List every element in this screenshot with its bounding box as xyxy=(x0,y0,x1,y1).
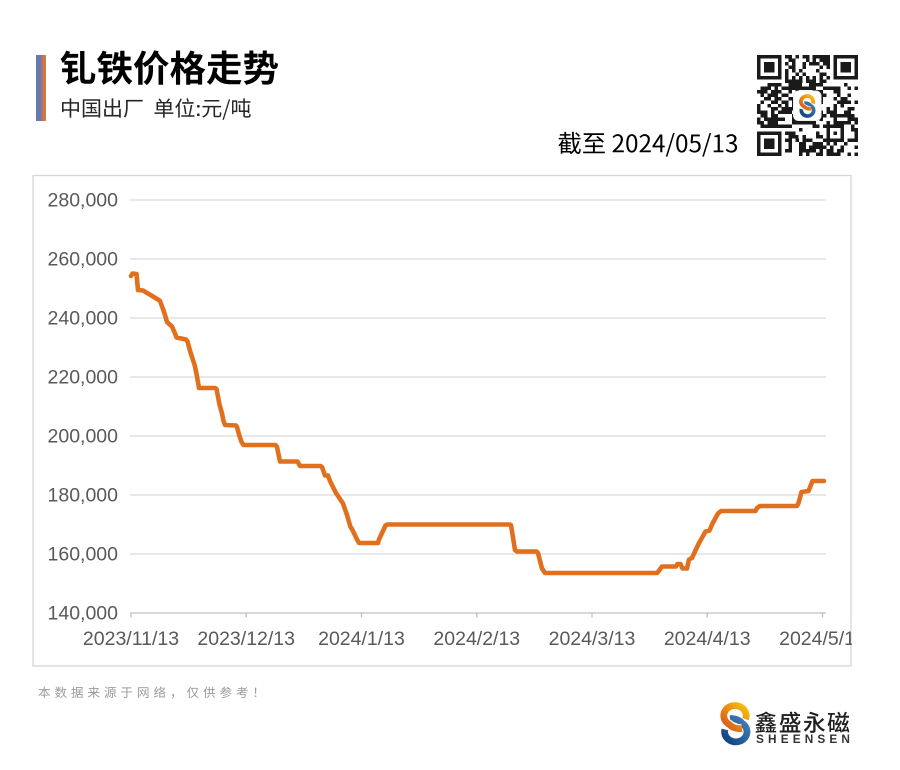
svg-text:2023/12/13: 2023/12/13 xyxy=(197,628,295,650)
svg-text:2024/4/13: 2024/4/13 xyxy=(664,628,751,650)
svg-text:180,000: 180,000 xyxy=(48,485,119,507)
svg-text:2023/11/13: 2023/11/13 xyxy=(83,628,179,650)
svg-text:140,000: 140,000 xyxy=(48,603,119,625)
svg-text:160,000: 160,000 xyxy=(48,544,119,566)
svg-text:2024/1/13: 2024/1/13 xyxy=(318,628,405,650)
svg-text:260,000: 260,000 xyxy=(48,249,119,271)
svg-text:240,000: 240,000 xyxy=(48,308,119,330)
svg-text:220,000: 220,000 xyxy=(48,367,119,389)
svg-text:2024/5/13: 2024/5/13 xyxy=(779,628,866,650)
svg-text:2024/3/13: 2024/3/13 xyxy=(549,628,636,650)
svg-text:2024/2/13: 2024/2/13 xyxy=(433,628,520,650)
svg-text:280,000: 280,000 xyxy=(48,190,119,212)
svg-text:200,000: 200,000 xyxy=(48,426,119,448)
